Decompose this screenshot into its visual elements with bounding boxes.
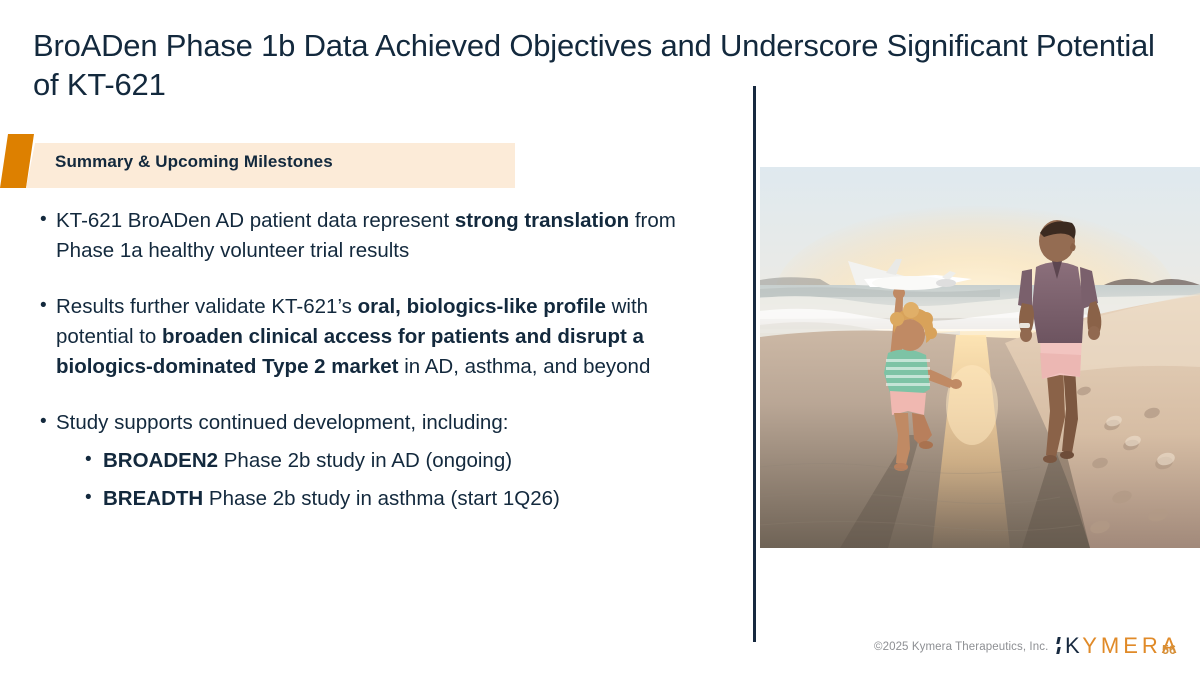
bullet-list: KT-621 BroADen AD patient data represent… [38,205,728,514]
sub-bullet-broaden2: BROADEN2 Phase 2b study in AD (ongoing) [83,445,728,476]
section-banner-label: Summary & Upcoming Milestones [55,152,333,171]
bullet-1-part-b: strong translation [454,209,630,232]
copyright-text: ©2025 Kymera Therapeutics, Inc. [874,641,1049,653]
sub-bullet-broaden2-rest: Phase 2b study in AD (ongoing) [218,449,513,472]
child-figure [884,287,962,471]
bullet-item-3: Study supports continued development, in… [38,407,728,438]
banner-band [26,143,515,188]
kymera-logo-text: YMERA [1082,633,1181,658]
bullet-item-1: KT-621 BroADen AD patient data represent… [38,205,728,266]
bullet-1-part-c: from Phase 1a healthy volunteer trial re… [56,209,676,262]
bullet-2-part-c: with potential to [56,295,649,348]
kymera-logo-mark-icon [1055,636,1064,656]
toy-airplane [848,259,972,290]
man-figure [1018,220,1102,463]
kymera-logo-k: K [1065,633,1083,658]
sub-bullet-broaden2-lead: BROADEN2 [103,449,219,472]
bullet-3-text: Study supports continued development, in… [56,411,509,434]
kymera-logo: K YMERA [1055,634,1180,658]
bullet-item-2: Results further validate KT-621’s oral, … [38,291,728,382]
bullet-2-part-a: Results further validate KT-621’s [56,295,358,318]
bullet-2-part-d: broaden clinical access for patients and… [56,325,644,378]
section-banner: Summary & Upcoming Milestones [0,134,530,188]
vertical-divider [753,86,756,642]
bullet-2-part-b: oral, biologics-like profile [357,295,606,318]
page-title: BroADen Phase 1b Data Achieved Objective… [33,28,1155,102]
bullet-1-part-a: KT-621 BroADen AD patient data represent [56,209,455,232]
sub-bullet-breadth-rest: Phase 2b study in asthma (start 1Q26) [203,487,560,510]
sub-bullet-breadth: BREADTH Phase 2b study in asthma (start … [83,483,728,514]
beach-sunset-photo [760,167,1200,548]
page-number: 56 [1162,643,1176,657]
sub-bullet-breadth-lead: BREADTH [103,487,204,510]
beach-sunset-illustration [760,167,1200,548]
bullet-2-part-e: in AD, asthma, and beyond [398,355,651,378]
